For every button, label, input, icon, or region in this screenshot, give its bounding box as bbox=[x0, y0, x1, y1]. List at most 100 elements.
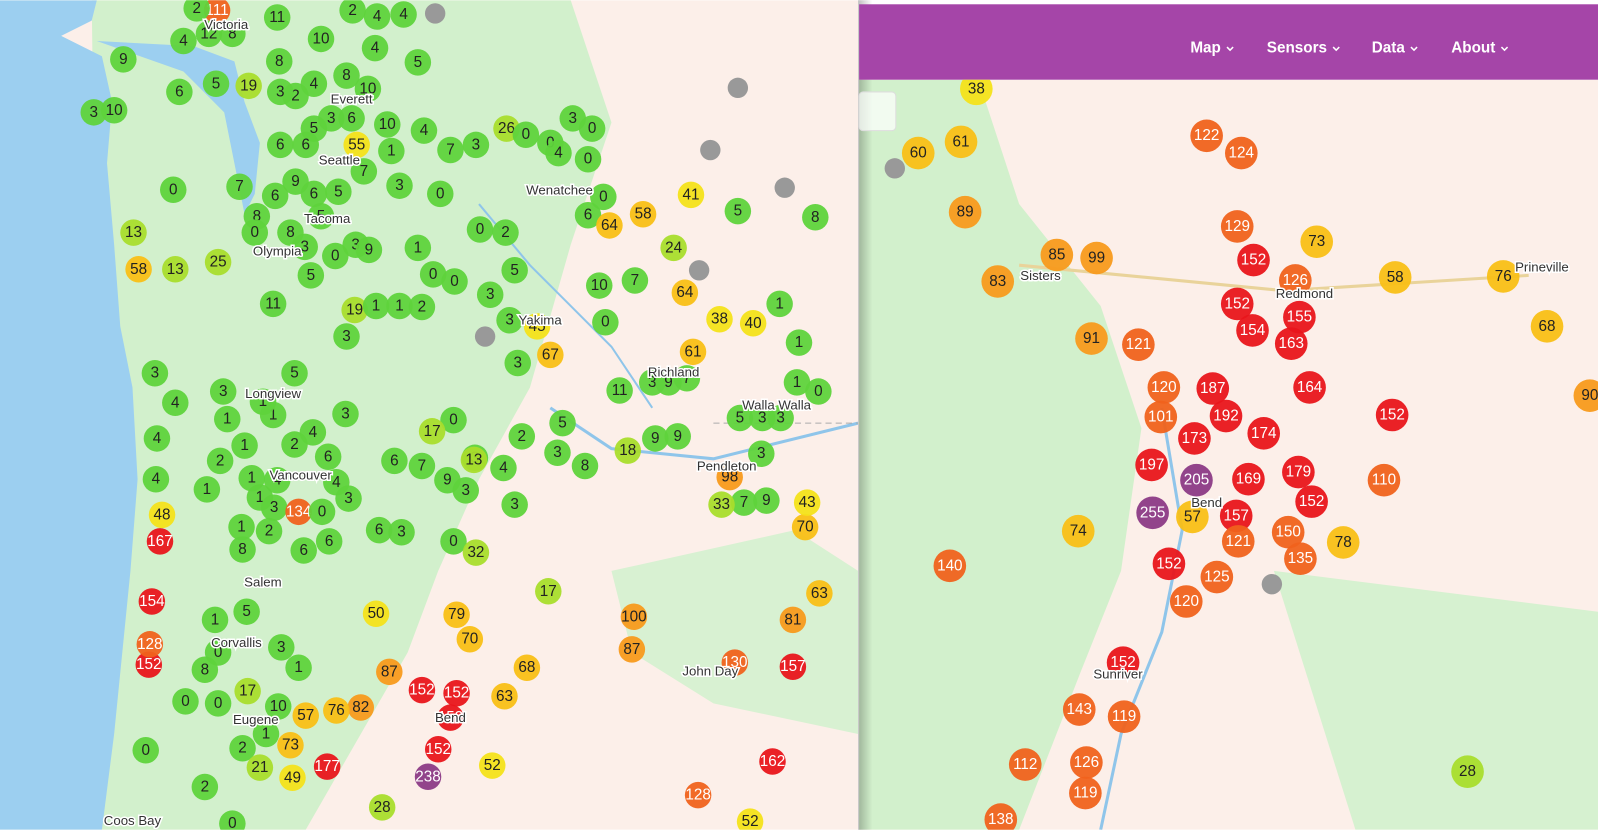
sensor-marker[interactable] bbox=[339, 0, 366, 24]
sensor-marker[interactable] bbox=[381, 447, 408, 475]
sensor-marker[interactable] bbox=[1080, 241, 1113, 275]
sensor-marker[interactable] bbox=[1061, 514, 1095, 548]
sensor-marker[interactable] bbox=[388, 518, 415, 546]
sensor-marker[interactable] bbox=[791, 513, 819, 541]
sensor-marker[interactable] bbox=[204, 248, 232, 276]
sensor-marker[interactable] bbox=[944, 125, 978, 159]
nav-chevron[interactable] bbox=[1410, 46, 1418, 52]
sensor-marker[interactable] bbox=[545, 139, 572, 167]
sensor-marker[interactable] bbox=[1190, 119, 1223, 153]
sensor-marker[interactable] bbox=[490, 454, 517, 482]
sensor-marker[interactable] bbox=[1062, 693, 1096, 726]
sensor-marker[interactable] bbox=[508, 423, 536, 450]
offline-sensor[interactable] bbox=[774, 177, 795, 198]
sensor-marker[interactable] bbox=[315, 528, 343, 555]
nav-chevron[interactable] bbox=[1332, 46, 1340, 52]
sensor-marker[interactable] bbox=[1247, 417, 1281, 450]
nav-chevron[interactable] bbox=[1226, 46, 1234, 52]
sensor-marker[interactable] bbox=[596, 212, 623, 239]
sensor-marker[interactable] bbox=[606, 377, 633, 404]
sensor-marker[interactable] bbox=[785, 329, 813, 356]
sensor-marker[interactable] bbox=[386, 292, 413, 320]
sensor-marker[interactable] bbox=[440, 528, 467, 555]
sensor-marker[interactable] bbox=[226, 173, 253, 200]
sensor-marker[interactable] bbox=[125, 256, 152, 283]
sensor-marker[interactable] bbox=[231, 432, 258, 459]
sensor-marker[interactable] bbox=[427, 180, 454, 208]
sensor-marker[interactable] bbox=[783, 369, 811, 396]
offline-sensor[interactable] bbox=[424, 3, 446, 24]
sensor-marker[interactable] bbox=[1147, 371, 1181, 404]
sensor-marker[interactable] bbox=[724, 197, 752, 225]
sensor-marker[interactable] bbox=[766, 290, 793, 318]
sensor-marker[interactable] bbox=[1224, 136, 1258, 170]
sensor-marker[interactable] bbox=[1040, 238, 1074, 272]
nav-item[interactable]: Map bbox=[1190, 40, 1221, 57]
sensor-marker[interactable] bbox=[726, 404, 754, 432]
sensor-marker[interactable] bbox=[265, 48, 293, 75]
sensor-marker[interactable] bbox=[574, 145, 602, 173]
sensor-marker[interactable] bbox=[219, 20, 246, 48]
sensor-marker[interactable] bbox=[263, 4, 291, 31]
sensor-marker[interactable] bbox=[1284, 542, 1317, 576]
sensor-marker[interactable] bbox=[1152, 547, 1186, 581]
sensor-marker[interactable] bbox=[281, 359, 308, 387]
sensor-marker[interactable] bbox=[592, 309, 619, 336]
sensor-marker[interactable] bbox=[234, 677, 261, 705]
sensor-marker[interactable] bbox=[249, 388, 277, 415]
sensor-marker[interactable] bbox=[241, 219, 269, 246]
sensor-marker[interactable] bbox=[132, 737, 159, 764]
sensor-marker[interactable] bbox=[418, 418, 446, 445]
map-control[interactable] bbox=[858, 91, 897, 132]
sensor-marker[interactable] bbox=[264, 693, 292, 720]
sensor-marker[interactable] bbox=[410, 117, 438, 144]
sensor-marker[interactable] bbox=[749, 404, 776, 432]
sensor-marker[interactable] bbox=[1106, 646, 1140, 679]
sensor-marker[interactable] bbox=[1069, 776, 1102, 810]
sensor-marker[interactable] bbox=[1169, 585, 1203, 618]
sensor-marker[interactable] bbox=[404, 234, 432, 262]
sensor-marker[interactable] bbox=[322, 242, 349, 270]
sensor-marker[interactable] bbox=[100, 97, 128, 124]
sensor-marker[interactable] bbox=[219, 810, 246, 830]
sensor-marker[interactable] bbox=[466, 216, 494, 243]
sensor-marker[interactable] bbox=[323, 697, 350, 724]
sensor-marker[interactable] bbox=[267, 78, 294, 106]
sensor-marker[interactable] bbox=[1180, 463, 1213, 497]
sensor-marker[interactable] bbox=[901, 136, 935, 170]
sensor-marker[interactable] bbox=[374, 111, 401, 138]
sensor-marker[interactable] bbox=[462, 131, 490, 159]
sensor-marker[interactable] bbox=[80, 99, 108, 126]
offline-sensor[interactable] bbox=[884, 158, 905, 179]
sensor-marker[interactable] bbox=[1293, 371, 1326, 404]
offline-sensor[interactable] bbox=[688, 260, 710, 281]
sensor-marker[interactable] bbox=[660, 234, 687, 262]
sensor-marker[interactable] bbox=[424, 736, 452, 763]
sensor-marker[interactable] bbox=[404, 49, 432, 76]
sensor-marker[interactable] bbox=[138, 588, 166, 615]
sensor-marker[interactable] bbox=[1283, 300, 1316, 334]
sensor-marker[interactable] bbox=[476, 281, 504, 308]
sensor-marker[interactable] bbox=[1075, 322, 1108, 355]
sensor-marker[interactable] bbox=[279, 764, 306, 792]
sensor-marker[interactable] bbox=[195, 20, 223, 48]
sensor-marker[interactable] bbox=[1144, 400, 1178, 434]
sensor-marker[interactable] bbox=[143, 425, 171, 452]
sensor-marker[interactable] bbox=[460, 446, 488, 474]
sensor-marker[interactable] bbox=[501, 257, 528, 284]
sensor-marker[interactable] bbox=[673, 365, 701, 392]
sensor-marker[interactable] bbox=[229, 536, 256, 563]
sensor-marker[interactable] bbox=[325, 178, 352, 206]
sensor-marker[interactable] bbox=[1178, 422, 1211, 455]
sensor-marker[interactable] bbox=[408, 293, 436, 321]
sensor-marker[interactable] bbox=[204, 639, 232, 666]
sensor-marker[interactable] bbox=[708, 491, 735, 518]
sensor-marker[interactable] bbox=[767, 404, 794, 432]
sensor-marker[interactable] bbox=[1219, 499, 1253, 533]
sensor-marker[interactable] bbox=[671, 279, 699, 306]
sensor-marker[interactable] bbox=[492, 219, 519, 246]
sensor-marker[interactable] bbox=[206, 447, 234, 475]
sensor-marker[interactable] bbox=[452, 477, 479, 504]
sensor-marker[interactable] bbox=[347, 694, 375, 721]
sensor-marker[interactable] bbox=[618, 636, 646, 663]
